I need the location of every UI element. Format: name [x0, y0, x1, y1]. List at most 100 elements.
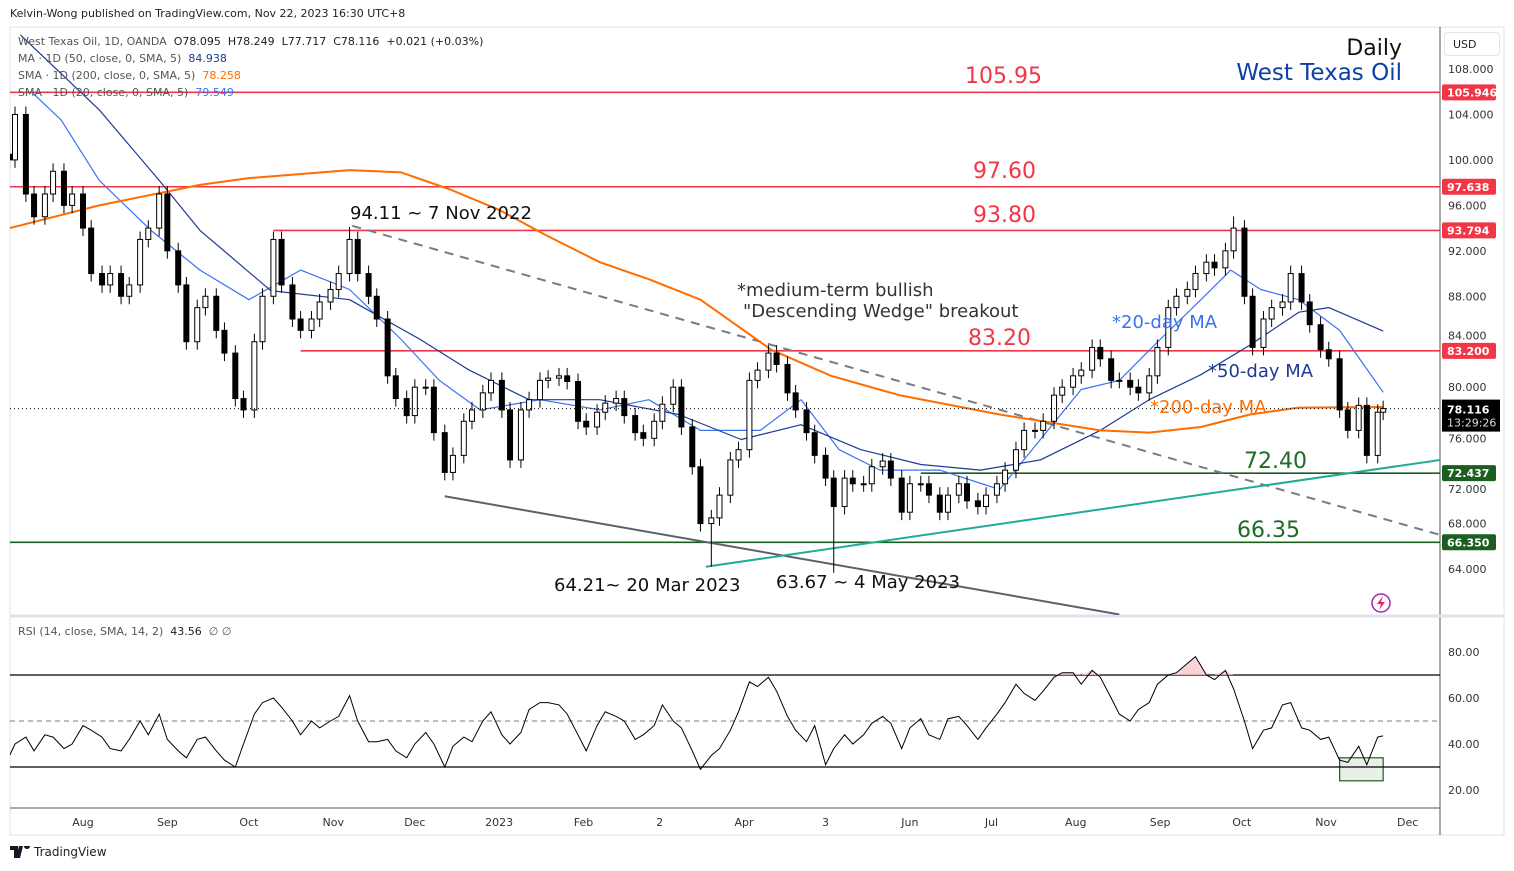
candle: [1268, 299, 1275, 327]
rsi-tick-label: 60.00: [1448, 692, 1480, 705]
candle-body: [1135, 386, 1142, 394]
candle-body: [1078, 369, 1085, 377]
candle: [498, 372, 505, 418]
candle-body: [392, 375, 399, 400]
candle: [526, 391, 533, 418]
candle: [822, 447, 829, 487]
candle: [1089, 339, 1096, 379]
candle: [175, 242, 182, 293]
time-tick-label: Aug: [1065, 816, 1086, 829]
annotation-50-day-ma: *50-day MA: [1208, 361, 1314, 382]
candle: [1032, 422, 1038, 439]
legend-close: C78.116: [333, 35, 380, 48]
candle-body: [887, 460, 894, 479]
candle-body: [1298, 273, 1305, 303]
candle: [860, 475, 867, 492]
candle: [1355, 397, 1362, 439]
price-level-label-bg: [1442, 534, 1496, 551]
legend-sma20[interactable]: SMA · 1D (20, close, 0, SMA, 5) 79.549: [18, 86, 234, 100]
legend-change: +0.021 (+0.03%): [386, 35, 484, 48]
legend-main[interactable]: West Texas Oil, 1D, OANDA O78.095 H78.24…: [18, 35, 483, 49]
candle-body: [175, 250, 182, 286]
candle: [1108, 350, 1115, 389]
tradingview-brand: TradingView: [34, 845, 107, 859]
candle: [993, 475, 1000, 504]
candle-body: [221, 329, 228, 354]
candle: [944, 487, 951, 521]
candle-body: [1211, 261, 1218, 269]
candle: [278, 231, 285, 293]
candle: [917, 475, 924, 492]
alert-lightning-icon[interactable]: [1371, 593, 1391, 613]
candle: [1211, 254, 1218, 276]
candle: [126, 276, 133, 305]
candle-body: [526, 399, 533, 411]
candle: [1325, 341, 1332, 367]
candle-body: [936, 494, 943, 513]
candle-body: [1108, 358, 1115, 381]
candle: [41, 186, 48, 225]
candle: [773, 345, 780, 373]
legend-sma200[interactable]: SMA · 1D (200, close, 0, SMA, 5) 78.258: [18, 69, 241, 83]
candle: [1116, 372, 1123, 389]
candle-body: [126, 284, 133, 297]
candle-body: [403, 398, 410, 417]
last-price-label-bg: [1442, 399, 1500, 432]
candle-body: [50, 170, 57, 195]
candle: [974, 492, 981, 515]
candle: [80, 186, 86, 237]
candle-body: [1249, 295, 1256, 348]
candle: [575, 373, 582, 430]
candle: [449, 447, 456, 481]
candle-body: [1184, 288, 1191, 297]
candle-body: [411, 386, 418, 417]
candle-body: [194, 307, 201, 343]
candle: [545, 370, 552, 389]
candle-body: [1146, 375, 1153, 394]
price-level-label-bg: [1442, 465, 1496, 482]
candle-body: [468, 409, 475, 422]
candle: [1298, 265, 1305, 310]
candle-body: [1287, 273, 1294, 303]
candle-body: [1268, 307, 1275, 320]
last-price-value: 78.116: [1447, 404, 1490, 417]
price-level-label-text: 105.946: [1447, 86, 1497, 99]
candle: [792, 384, 799, 418]
annotation-93-80: 93.80: [973, 203, 1036, 228]
candle-body: [1363, 404, 1370, 456]
rsi-overbought-fill: [1054, 656, 1234, 675]
trendline-wedge-upper: [352, 224, 1440, 536]
candle: [765, 345, 772, 379]
candle: [507, 401, 514, 468]
legend-ma50[interactable]: MA · 1D (50, close, 0, SMA, 5) 84.938: [18, 52, 227, 66]
tradingview-logo[interactable]: TradingView: [10, 845, 107, 859]
candle-body: [1325, 349, 1332, 360]
legend-rsi[interactable]: RSI (14, close, SMA, 14, 2) 43.56 ∅ ∅: [18, 625, 231, 639]
candle: [468, 401, 475, 430]
currency-button[interactable]: USD: [1444, 32, 1500, 56]
tradingview-logo-icon: [10, 846, 30, 858]
candle: [594, 404, 601, 435]
price-level-label-text: 93.794: [1447, 224, 1490, 237]
annotation-nov-2022-high: 94.11 ~ 7 Nov 2022: [350, 203, 532, 224]
candle-body: [784, 363, 791, 394]
candle-body: [183, 284, 190, 343]
candle-body: [69, 193, 76, 206]
candle-body: [1012, 449, 1019, 471]
candle: [1135, 379, 1142, 401]
candle-body: [689, 426, 696, 468]
candle-body: [1154, 346, 1161, 377]
time-tick-label: Oct: [1232, 816, 1252, 829]
candle-body: [1230, 227, 1237, 252]
candle: [99, 265, 106, 293]
price-level-label-bg: [1442, 178, 1496, 195]
price-pane[interactable]: [7, 34, 1440, 615]
candle-body: [583, 420, 590, 428]
axes: 108.000 104.000 100.000 96.000 92.000 88.000 8…: [72, 63, 1500, 829]
candle: [784, 356, 791, 401]
candle-body: [1070, 375, 1077, 388]
legend-ma50-value: 84.938: [188, 52, 227, 65]
candle-body: [1241, 227, 1248, 297]
rsi-pane[interactable]: [10, 655, 1440, 782]
